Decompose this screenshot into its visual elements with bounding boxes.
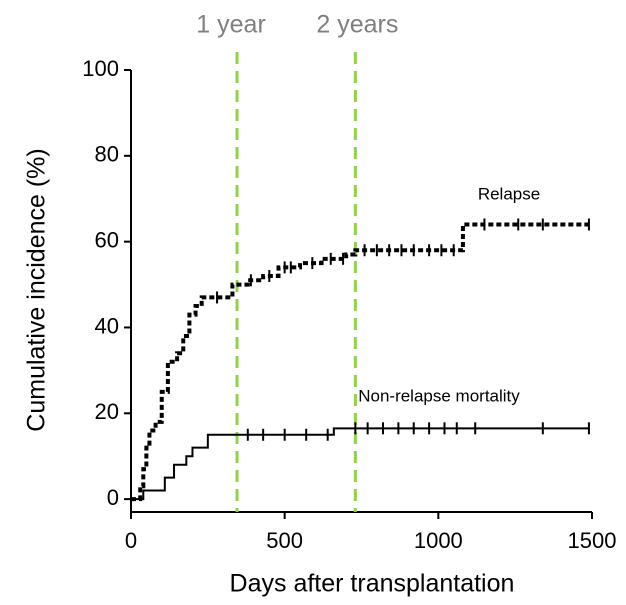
x-tick-label: 0 (125, 528, 137, 553)
reference-label: 2 years (316, 11, 398, 39)
series-label: Relapse (478, 184, 540, 203)
y-tick-label: 100 (82, 56, 119, 81)
step-line (131, 427, 589, 501)
y-tick-label: 20 (95, 399, 119, 424)
x-tick-label: 500 (266, 528, 303, 553)
y-axis-title: Cumulative incidence (%) (23, 148, 51, 431)
x-tick-label: 1000 (414, 528, 463, 553)
y-tick-label: 60 (95, 227, 119, 252)
y-tick-label: 0 (107, 485, 119, 510)
step-line (131, 222, 589, 502)
x-axis-title: Days after transplantation (230, 570, 515, 598)
x-tick-label: 1500 (568, 528, 617, 553)
y-tick-label: 40 (95, 313, 119, 338)
y-tick-label: 80 (95, 142, 119, 167)
series-label: Non-relapse mortality (358, 386, 520, 405)
reference-label: 1 year (196, 11, 265, 39)
